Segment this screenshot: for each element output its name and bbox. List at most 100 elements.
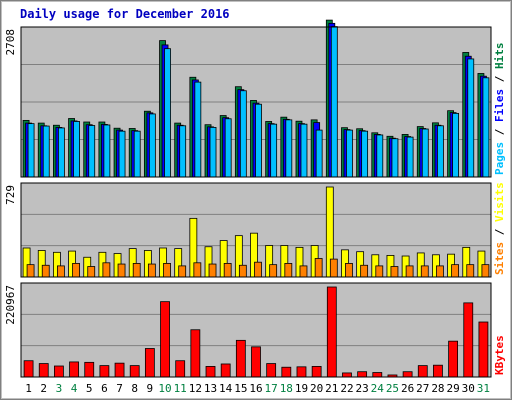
x-tick-label-3: 3 bbox=[56, 382, 63, 395]
bar-sites-13 bbox=[208, 263, 217, 278]
bar-kbytes-26 bbox=[402, 371, 413, 378]
bar-sites-22 bbox=[345, 263, 353, 278]
bar-kbytes-8 bbox=[129, 365, 140, 378]
bar-sites-29 bbox=[451, 264, 460, 278]
x-tick-label-31: 31 bbox=[477, 382, 490, 395]
bar-sites-24 bbox=[375, 265, 384, 278]
bar-pages-25 bbox=[391, 138, 399, 178]
x-tick-label-17: 17 bbox=[265, 382, 278, 395]
bar-sites-7 bbox=[117, 263, 126, 278]
bar-pages-14 bbox=[224, 118, 232, 178]
bar-pages-31 bbox=[482, 77, 490, 178]
bar-kbytes-29 bbox=[448, 340, 459, 378]
x-tick-label-19: 19 bbox=[295, 382, 308, 395]
bar-kbytes-15 bbox=[235, 339, 246, 378]
bar-kbytes-13 bbox=[205, 366, 216, 378]
bar-pages-4 bbox=[73, 121, 80, 178]
bar-pages-18 bbox=[285, 119, 293, 178]
x-tick-label-18: 18 bbox=[280, 382, 293, 395]
legend-separator: / bbox=[493, 69, 506, 89]
x-tick-label-10: 10 bbox=[158, 382, 171, 395]
bar-sites-11 bbox=[178, 265, 187, 278]
x-tick-label-26: 26 bbox=[401, 382, 414, 395]
bar-pages-7 bbox=[118, 130, 126, 178]
bar-kbytes-7 bbox=[114, 362, 125, 378]
bar-sites-23 bbox=[360, 264, 369, 278]
x-tick-label-2: 2 bbox=[40, 382, 47, 395]
bar-kbytes-3 bbox=[54, 365, 64, 378]
bar-pages-8 bbox=[133, 130, 141, 178]
bar-pages-28 bbox=[437, 125, 444, 178]
bar-pages-11 bbox=[179, 125, 187, 178]
legend-visits: Sites / Visits bbox=[493, 182, 506, 275]
x-tick-label-25: 25 bbox=[386, 382, 399, 395]
bar-kbytes-5 bbox=[84, 361, 95, 378]
legend-kbytes: KBytes bbox=[493, 335, 506, 375]
bar-kbytes-30 bbox=[463, 302, 474, 378]
bar-kbytes-21 bbox=[326, 286, 337, 378]
bar-pages-1 bbox=[27, 123, 35, 178]
bar-pages-17 bbox=[270, 123, 278, 178]
bar-kbytes-22 bbox=[342, 372, 352, 378]
bar-sites-28 bbox=[436, 265, 444, 278]
x-tick-label-24: 24 bbox=[371, 382, 385, 395]
bar-pages-27 bbox=[421, 128, 429, 178]
bar-kbytes-23 bbox=[357, 371, 368, 378]
x-tick-label-16: 16 bbox=[249, 382, 262, 395]
bar-kbytes-24 bbox=[372, 372, 383, 378]
bar-kbytes-14 bbox=[220, 363, 231, 378]
bar-sites-12 bbox=[193, 262, 202, 278]
bar-sites-4 bbox=[72, 263, 80, 278]
x-tick-label-8: 8 bbox=[131, 382, 138, 395]
bar-sites-25 bbox=[390, 266, 399, 278]
legend-visits: Visits bbox=[493, 182, 506, 222]
bar-pages-12 bbox=[194, 81, 202, 178]
bar-pages-5 bbox=[88, 125, 96, 178]
bar-sites-8 bbox=[132, 263, 141, 278]
x-tick-label-29: 29 bbox=[446, 382, 459, 395]
bar-pages-20 bbox=[315, 129, 323, 178]
bar-sites-1 bbox=[26, 264, 35, 278]
x-tick-label-22: 22 bbox=[340, 382, 353, 395]
x-tick-label-7: 7 bbox=[116, 382, 123, 395]
bar-kbytes-28 bbox=[433, 364, 443, 378]
y-max-label-traffic: 2708 bbox=[4, 29, 17, 56]
x-tick-label-20: 20 bbox=[310, 382, 323, 395]
bar-kbytes-31 bbox=[478, 321, 489, 378]
bar-pages-30 bbox=[467, 58, 475, 178]
bar-kbytes-11 bbox=[175, 360, 186, 378]
bar-pages-6 bbox=[103, 124, 111, 178]
x-tick-label-4: 4 bbox=[71, 382, 78, 395]
bar-sites-15 bbox=[238, 264, 247, 278]
bar-kbytes-12 bbox=[190, 329, 201, 378]
bar-kbytes-4 bbox=[69, 361, 79, 378]
bar-pages-26 bbox=[406, 136, 414, 178]
bar-pages-24 bbox=[376, 134, 384, 178]
bar-pages-9 bbox=[148, 113, 156, 178]
x-tick-label-23: 23 bbox=[356, 382, 369, 395]
bar-kbytes-18 bbox=[281, 366, 292, 378]
bar-kbytes-16 bbox=[251, 346, 261, 378]
bar-pages-22 bbox=[346, 129, 353, 178]
bar-sites-21 bbox=[329, 258, 338, 278]
legend-files: Files bbox=[493, 89, 506, 122]
x-tick-label-9: 9 bbox=[147, 382, 154, 395]
bar-sites-6 bbox=[102, 262, 111, 278]
bar-kbytes-6 bbox=[99, 365, 110, 378]
bar-sites-3 bbox=[57, 265, 65, 278]
bar-pages-13 bbox=[209, 127, 217, 178]
bar-kbytes-19 bbox=[296, 366, 307, 378]
bar-sites-31 bbox=[481, 264, 490, 278]
x-tick-label-1: 1 bbox=[25, 382, 32, 395]
y-max-label-kbytes: 220967 bbox=[4, 285, 17, 325]
legend-separator: / bbox=[493, 222, 506, 242]
bar-sites-17 bbox=[269, 264, 278, 278]
bar-sites-19 bbox=[299, 265, 308, 278]
bar-kbytes-27 bbox=[417, 365, 428, 378]
x-tick-label-28: 28 bbox=[431, 382, 444, 395]
x-tick-label-12: 12 bbox=[189, 382, 202, 395]
legend-hits: Hits bbox=[493, 43, 506, 70]
x-tick-label-6: 6 bbox=[101, 382, 108, 395]
bar-sites-16 bbox=[254, 261, 262, 278]
